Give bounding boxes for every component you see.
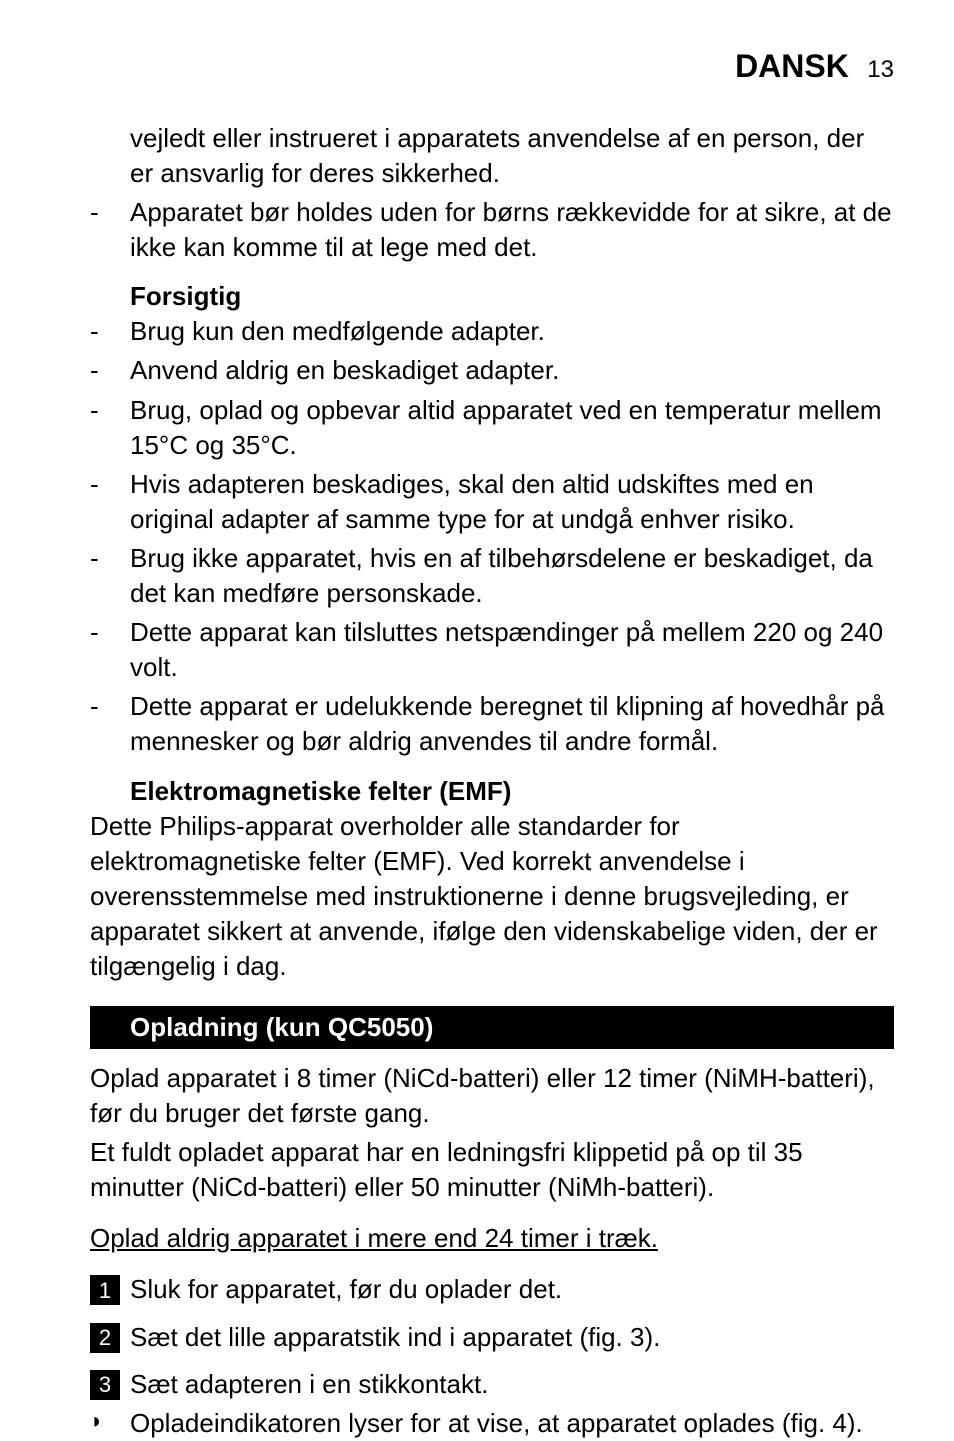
- step-text: Sæt det lille apparatstik ind i apparate…: [130, 1320, 894, 1355]
- dash-icon: -: [90, 314, 130, 349]
- emf-heading: Elektromagnetiske felter (EMF): [130, 776, 894, 807]
- forsigtig-item: - Hvis adapteren beskadiges, skal den al…: [90, 467, 894, 537]
- forsigtig-item: - Brug, oplad og opbevar altid apparatet…: [90, 393, 894, 463]
- bullet-text: Dette apparat kan tilsluttes netspænding…: [130, 615, 894, 685]
- opladning-para1: Oplad apparatet i 8 timer (NiCd-batteri)…: [90, 1061, 894, 1131]
- forsigtig-item: - Dette apparat er udelukkende beregnet …: [90, 689, 894, 759]
- forsigtig-item: - Brug ikke apparatet, hvis en af tilbeh…: [90, 541, 894, 611]
- step-number-box: 3: [90, 1370, 120, 1400]
- dash-icon: -: [90, 467, 130, 537]
- opladning-warning: Oplad aldrig apparatet i mere end 24 tim…: [90, 1221, 894, 1256]
- bullet-text: Dette apparat er udelukkende beregnet ti…: [130, 689, 894, 759]
- step-number-box: 1: [90, 1275, 120, 1305]
- bullet-text: Hvis adapteren beskadiges, skal den alti…: [130, 467, 894, 537]
- step-item: 3 Sæt adapteren i en stikkontakt.: [90, 1367, 894, 1402]
- bullet-text: Brug ikke apparatet, hvis en af tilbehør…: [130, 541, 894, 611]
- dash-icon: -: [90, 195, 130, 265]
- opladning-section-bar: Opladning (kun QC5050): [90, 1006, 894, 1049]
- dash-icon: -: [90, 393, 130, 463]
- step-text: Sæt adapteren i en stikkontakt.: [130, 1367, 894, 1402]
- dash-icon: -: [90, 615, 130, 685]
- bullet-text: Anvend aldrig en beskadiget adapter.: [130, 353, 894, 388]
- result-item: ◗ Opladeindikatoren lyser for at vise, a…: [90, 1406, 894, 1441]
- intro-continuation-text: vejledt eller instrueret i apparatets an…: [130, 121, 894, 191]
- step-item: 1 Sluk for apparatet, før du oplader det…: [90, 1272, 894, 1307]
- step-item: 2 Sæt det lille apparatstik ind i appara…: [90, 1320, 894, 1355]
- forsigtig-item: - Dette apparat kan tilsluttes netspændi…: [90, 615, 894, 685]
- step-text: Sluk for apparatet, før du oplader det.: [130, 1272, 894, 1307]
- dash-icon: -: [90, 689, 130, 759]
- result-text: Opladeindikatoren lyser for at vise, at …: [130, 1406, 863, 1441]
- forsigtig-item: - Brug kun den medfølgende adapter.: [90, 314, 894, 349]
- step-number-box: 2: [90, 1323, 120, 1353]
- opladning-para2: Et fuldt opladet apparat har en lednings…: [90, 1135, 894, 1205]
- dash-icon: -: [90, 541, 130, 611]
- emf-text: Dette Philips-apparat overholder alle st…: [90, 809, 894, 984]
- header-language: DANSK: [735, 48, 849, 84]
- dash-icon: -: [90, 353, 130, 388]
- bullet-text: Apparatet bør holdes uden for børns rækk…: [130, 195, 894, 265]
- forsigtig-heading: Forsigtig: [130, 281, 894, 312]
- intro-bullet: - Apparatet bør holdes uden for børns ræ…: [90, 195, 894, 265]
- result-marker-icon: ◗: [90, 1406, 130, 1441]
- forsigtig-item: - Anvend aldrig en beskadiget adapter.: [90, 353, 894, 388]
- page-header: DANSK 13: [90, 48, 894, 85]
- header-page-number: 13: [867, 56, 894, 83]
- bullet-text: Brug kun den medfølgende adapter.: [130, 314, 894, 349]
- bullet-text: Brug, oplad og opbevar altid apparatet v…: [130, 393, 894, 463]
